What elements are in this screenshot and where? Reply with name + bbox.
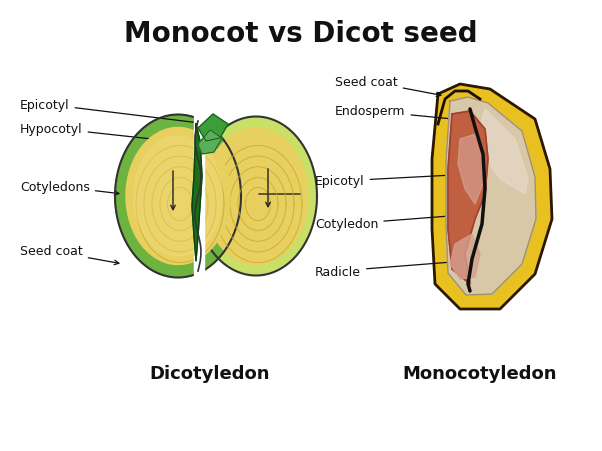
Polygon shape	[450, 235, 480, 279]
Polygon shape	[192, 125, 202, 262]
Text: Seed coat: Seed coat	[335, 75, 441, 97]
Text: Hypocotyl: Hypocotyl	[20, 122, 194, 146]
Text: Seed coat: Seed coat	[20, 245, 119, 265]
Text: Endosperm: Endosperm	[335, 105, 501, 126]
Polygon shape	[198, 131, 222, 155]
Text: Monocot vs Dicot seed: Monocot vs Dicot seed	[124, 20, 478, 48]
Text: Epicotyl: Epicotyl	[20, 98, 204, 126]
Text: Monocotyledon: Monocotyledon	[403, 364, 557, 382]
Polygon shape	[134, 137, 222, 257]
Polygon shape	[432, 85, 552, 309]
Polygon shape	[115, 115, 241, 278]
Polygon shape	[475, 110, 528, 194]
Polygon shape	[458, 135, 483, 205]
Polygon shape	[204, 128, 308, 265]
Polygon shape	[126, 128, 230, 265]
Polygon shape	[195, 117, 317, 276]
Polygon shape	[448, 112, 488, 285]
Text: Dicotyledon: Dicotyledon	[150, 364, 270, 382]
Text: Radicle: Radicle	[315, 260, 461, 278]
Polygon shape	[194, 117, 204, 276]
Polygon shape	[198, 115, 228, 142]
Text: Cotyledon: Cotyledon	[315, 213, 471, 231]
Polygon shape	[446, 98, 536, 295]
Text: Cotyledons: Cotyledons	[20, 180, 119, 196]
Text: Epicotyl: Epicotyl	[315, 173, 468, 188]
